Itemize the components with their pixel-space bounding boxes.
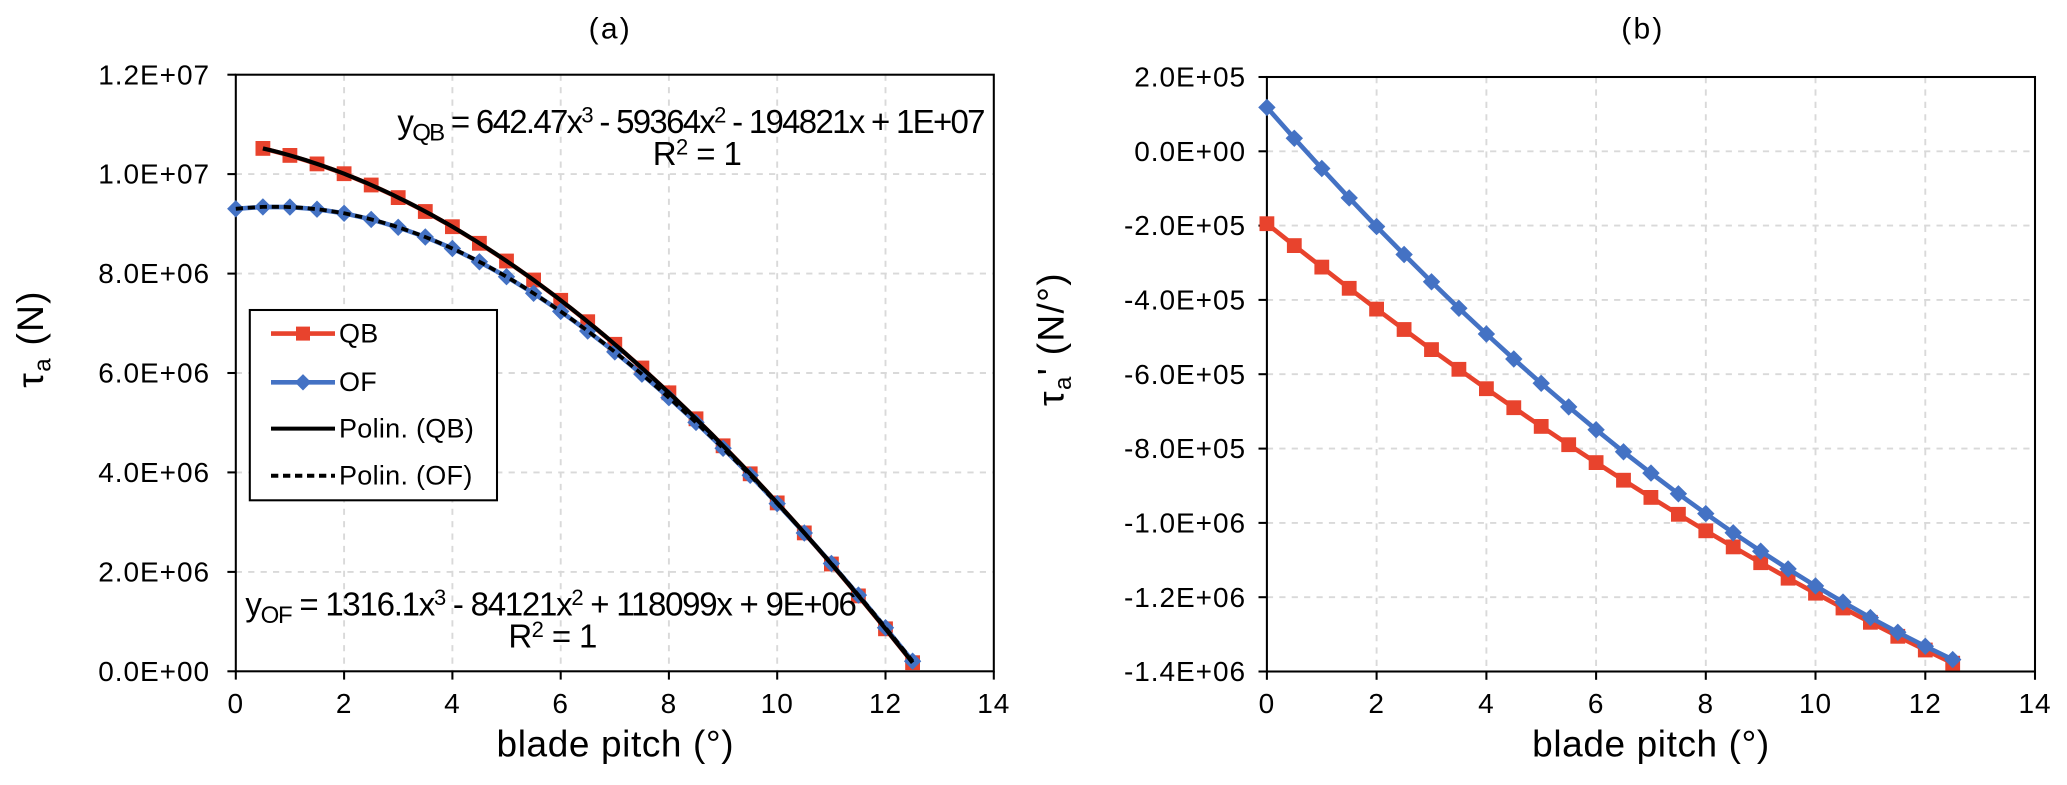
svg-text:2: 2 — [336, 688, 353, 719]
svg-text:τa​ (N): τa​ (N) — [10, 290, 57, 387]
svg-text:2.0E+05: 2.0E+05 — [1134, 62, 1246, 93]
svg-text:14: 14 — [977, 688, 1010, 719]
svg-text:yQB​ = 642.47x3​ - 59364x2​ -: yQB​ = 642.47x3​ - 59364x2​ - 194821x + … — [397, 102, 984, 146]
svg-text:8: 8 — [661, 688, 678, 719]
svg-text:-1.4E+06: -1.4E+06 — [1124, 656, 1246, 687]
svg-text:-8.0E+05: -8.0E+05 — [1124, 433, 1246, 464]
svg-text:6: 6 — [1588, 688, 1605, 719]
svg-text:QB: QB — [339, 318, 379, 348]
svg-text:OF: OF — [339, 367, 377, 397]
svg-text:12: 12 — [869, 688, 902, 719]
svg-text:6.0E+06: 6.0E+06 — [98, 358, 210, 389]
svg-text:8: 8 — [1698, 688, 1715, 719]
svg-text:12: 12 — [1909, 688, 1942, 719]
svg-text:-6.0E+05: -6.0E+05 — [1124, 359, 1246, 390]
svg-text:Polin. (QB): Polin. (QB) — [339, 413, 474, 443]
svg-text:8.0E+06: 8.0E+06 — [98, 258, 210, 289]
svg-text:yOF​ = 1316.1x3​ - 84121x2​ +: yOF​ = 1316.1x3​ - 84121x2​ + 118099x + … — [245, 585, 855, 629]
svg-text:R2​ = 1: R2​ = 1 — [653, 134, 741, 172]
svg-text:14: 14 — [2018, 688, 2051, 719]
svg-text:4: 4 — [1478, 688, 1495, 719]
svg-text:2: 2 — [1368, 688, 1385, 719]
svg-text:0.0E+00: 0.0E+00 — [1134, 136, 1246, 167]
svg-text:Polin. (OF): Polin. (OF) — [339, 461, 473, 491]
svg-text:0.0E+00: 0.0E+00 — [98, 656, 210, 687]
svg-text:2.0E+06: 2.0E+06 — [98, 557, 210, 588]
svg-text:1.0E+07: 1.0E+07 — [98, 159, 210, 190]
svg-text:τa​' (N/°): τa​' (N/°) — [1031, 272, 1078, 406]
svg-text:-1.2E+06: -1.2E+06 — [1124, 582, 1246, 613]
svg-text:10: 10 — [1799, 688, 1832, 719]
svg-text:R2​ = 1: R2​ = 1 — [508, 617, 596, 655]
svg-text:0: 0 — [228, 688, 245, 719]
svg-text:blade pitch (°): blade pitch (°) — [1532, 724, 1770, 765]
svg-text:4: 4 — [444, 688, 461, 719]
svg-text:6: 6 — [552, 688, 569, 719]
svg-text:1.2E+07: 1.2E+07 — [98, 59, 210, 90]
svg-text:-4.0E+05: -4.0E+05 — [1124, 285, 1246, 316]
svg-text:-1.0E+06: -1.0E+06 — [1124, 508, 1246, 539]
svg-text:-2.0E+05: -2.0E+05 — [1124, 210, 1246, 241]
svg-text:10: 10 — [761, 688, 794, 719]
svg-text:4.0E+06: 4.0E+06 — [98, 457, 210, 488]
svg-text:blade pitch (°): blade pitch (°) — [497, 724, 735, 765]
svg-text:(b): (b) — [1621, 13, 1664, 46]
svg-text:(a): (a) — [589, 13, 632, 46]
svg-text:0: 0 — [1259, 688, 1276, 719]
